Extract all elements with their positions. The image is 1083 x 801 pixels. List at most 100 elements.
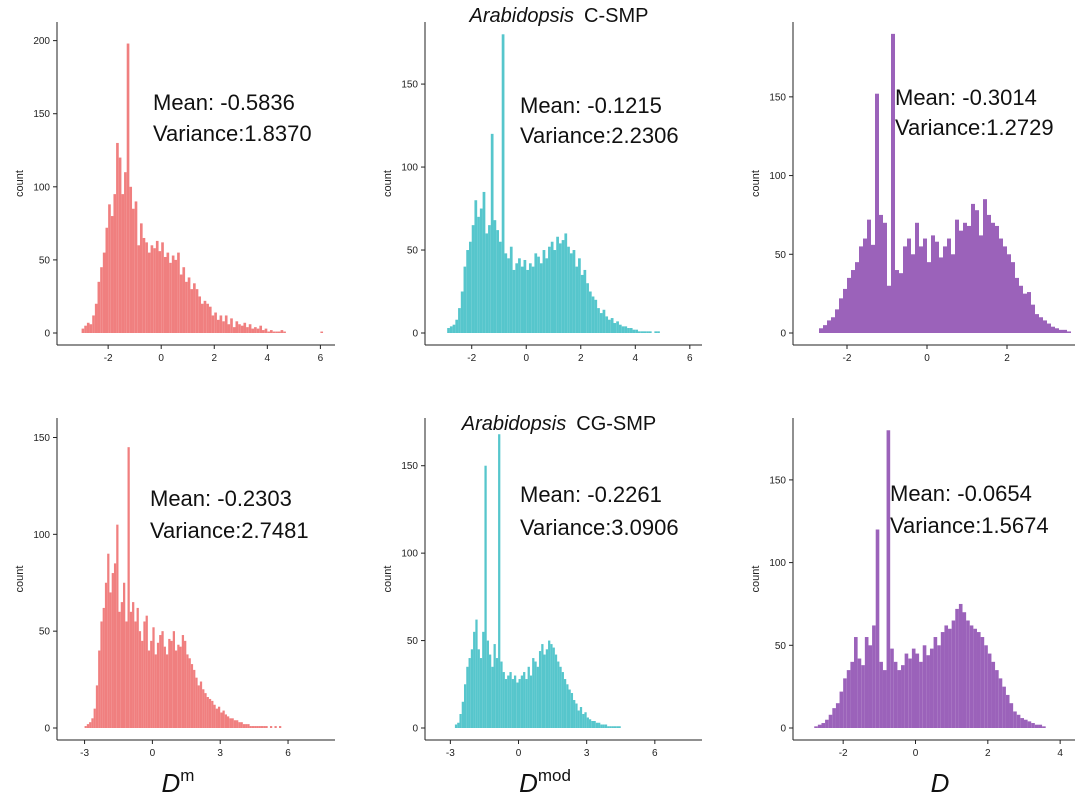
histogram-bar xyxy=(861,665,865,728)
histogram-bar xyxy=(468,658,471,728)
histogram-bar xyxy=(1034,724,1039,728)
histogram-bar xyxy=(907,238,911,333)
histogram-bar xyxy=(197,685,200,728)
histogram-bar xyxy=(1020,718,1024,728)
x-tick-label: 4 xyxy=(265,353,271,364)
histogram-bar xyxy=(875,93,879,333)
histogram-bar xyxy=(616,321,619,333)
histogram-bar xyxy=(452,324,456,333)
histogram-bar xyxy=(1005,694,1010,728)
histogram-bar xyxy=(129,611,133,728)
histogram-bar xyxy=(511,679,514,728)
histogram-bar xyxy=(604,724,608,728)
histogram-bar xyxy=(111,573,114,728)
histogram-bar xyxy=(919,661,923,728)
histogram-bar xyxy=(145,615,148,728)
histogram-bar xyxy=(657,331,660,333)
histogram-bar xyxy=(92,315,95,333)
histogram-bar xyxy=(259,325,263,333)
histogram-bar xyxy=(597,308,600,333)
histogram-bar xyxy=(263,726,266,728)
histogram-bar xyxy=(867,219,871,333)
x-label-col-1-base: D xyxy=(162,768,181,798)
histogram-bar xyxy=(277,331,281,333)
histogram-bar xyxy=(835,703,840,728)
histogram-bar xyxy=(120,602,123,728)
histogram-bar xyxy=(621,326,625,333)
histogram-bar xyxy=(1031,723,1035,728)
histogram-bar xyxy=(895,270,899,333)
histogram-bar xyxy=(632,329,636,333)
histogram-bar xyxy=(931,235,935,333)
histogram-bar xyxy=(588,291,592,333)
histogram-bar xyxy=(975,210,979,333)
histogram-bar xyxy=(258,726,261,728)
histogram-bar xyxy=(552,647,555,728)
mean-annotation: Mean: -0.1215 xyxy=(520,93,662,118)
histogram-bar xyxy=(969,625,974,728)
histogram-bar xyxy=(172,631,175,728)
x-label-col-3-base: D xyxy=(931,768,950,798)
histogram-bar xyxy=(1047,323,1051,333)
histogram-bar xyxy=(477,216,480,333)
histogram-bar xyxy=(504,679,508,728)
histogram-bar xyxy=(591,721,594,728)
histogram-bar xyxy=(1035,314,1039,333)
histogram-bar xyxy=(563,679,567,728)
histogram-bar xyxy=(929,648,934,728)
histogram-bar xyxy=(123,582,126,728)
histogram-bar xyxy=(202,689,205,728)
histogram-bar xyxy=(839,298,843,333)
histogram-bar xyxy=(991,222,995,333)
y-tick-label: 150 xyxy=(769,92,786,103)
histogram-bar xyxy=(251,726,255,728)
histogram-bar xyxy=(137,245,140,333)
histogram-panel-4: 0 50 100 150 -3 0 3 6 count Mean: -0.2303 Variance… xyxy=(14,418,335,759)
histogram-bar xyxy=(513,675,517,728)
histogram-bar xyxy=(169,262,172,333)
histogram-bar xyxy=(107,553,110,728)
histogram-bar xyxy=(165,654,169,728)
histogram-bar xyxy=(591,296,595,333)
histogram-bar xyxy=(823,325,827,333)
histogram-bar xyxy=(86,724,90,728)
row-title-2-species: Arabidopsis xyxy=(461,413,567,435)
y-tick-label: 100 xyxy=(33,530,50,541)
histogram-bar xyxy=(175,650,178,728)
variance-annotation: Variance:3.0906 xyxy=(520,515,679,540)
histogram-bar xyxy=(256,726,259,728)
histogram-bar xyxy=(903,246,907,333)
y-tick-label: 150 xyxy=(33,433,50,444)
histogram-bar xyxy=(211,700,214,728)
mean-annotation: Mean: -0.2261 xyxy=(520,482,662,507)
histogram-bar xyxy=(188,658,191,728)
histogram-bar xyxy=(509,246,513,333)
histogram-bar xyxy=(482,191,486,333)
histogram-bar xyxy=(459,714,462,728)
histogram-bar xyxy=(819,328,823,333)
histogram-bar xyxy=(512,269,516,333)
histogram-bar xyxy=(1038,724,1043,728)
histogram-panel-5: 0 50 100 150 -3 0 3 6 count Mean: -0.2261 Variance… xyxy=(382,418,702,759)
histogram-bar xyxy=(170,640,173,728)
histogram-bar xyxy=(240,722,243,728)
histogram-bar xyxy=(199,681,203,728)
x-tick-label: -3 xyxy=(80,748,89,759)
histogram-bar xyxy=(538,651,542,728)
histogram-bar xyxy=(817,724,822,728)
histogram-bar xyxy=(937,645,941,728)
histogram-bar xyxy=(939,257,943,333)
histogram-bar xyxy=(126,43,130,333)
histogram-bar xyxy=(154,654,157,728)
histogram-bar xyxy=(616,726,619,728)
x-tick-label: 3 xyxy=(217,748,223,759)
x-tick-label: -2 xyxy=(839,748,848,759)
histogram-bar xyxy=(839,691,844,728)
histogram-bar xyxy=(595,722,599,728)
histogram-bar xyxy=(100,621,103,728)
histogram-bar xyxy=(142,237,146,333)
histogram-bar xyxy=(602,309,606,333)
histogram-bar xyxy=(485,233,489,333)
x-label-col-1-sup: m xyxy=(180,766,194,785)
histogram-bar xyxy=(275,331,278,333)
